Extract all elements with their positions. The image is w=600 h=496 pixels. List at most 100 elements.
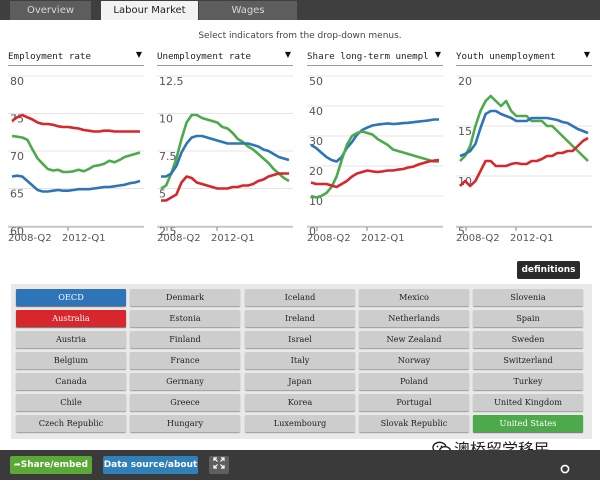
dropdown-arrow-icon[interactable]: ▼ (284, 50, 291, 59)
oecd-logo: OECD (560, 458, 600, 496)
y-tick-label: 65 (10, 188, 24, 201)
indicator-dropdown[interactable]: Share long-term unempl (307, 51, 429, 62)
country-button-czech-republic[interactable]: Czech Republic (16, 415, 126, 432)
country-button-germany[interactable]: Germany (130, 373, 240, 390)
tab-labour-market[interactable]: Labour Market (101, 1, 198, 20)
country-button-hungary[interactable]: Hungary (130, 415, 240, 432)
y-tick-label: 5 (159, 188, 166, 201)
dropdown-arrow-icon[interactable]: ▼ (434, 50, 441, 59)
data-source-button[interactable]: Data source/about (103, 456, 198, 474)
oecd-brand: OECD (561, 482, 596, 495)
country-button-poland[interactable]: Poland (359, 373, 469, 390)
series-line-australia (310, 158, 440, 189)
series-line-oecd (459, 109, 589, 158)
country-button-finland[interactable]: Finland (130, 331, 240, 348)
country-button-luxembourg[interactable]: Luxembourg (245, 415, 355, 432)
dropdown-arrow-icon[interactable]: ▼ (583, 50, 590, 59)
country-button-italy[interactable]: Italy (245, 352, 355, 369)
country-button-turkey[interactable]: Turkey (473, 373, 583, 390)
series-line-australia (459, 136, 589, 188)
country-button-japan[interactable]: Japan (245, 373, 355, 390)
expand-button[interactable] (209, 456, 229, 474)
indicator-dropdown[interactable]: Employment rate (8, 51, 91, 62)
series-line-united-states (459, 94, 589, 162)
x-tick-label: 2008-Q2 (8, 233, 52, 244)
country-button-australia[interactable]: Australia (16, 310, 126, 327)
country-button-greece[interactable]: Greece (130, 394, 240, 411)
x-tick-label: 2008-Q2 (456, 233, 500, 244)
y-tick-label: 15 (458, 125, 472, 138)
country-button-slovak-republic[interactable]: Slovak Republic (359, 415, 469, 432)
y-tick-label: 50 (309, 75, 323, 88)
country-button-chile[interactable]: Chile (16, 394, 126, 411)
title-divider (157, 65, 293, 66)
y-tick-label: 20 (309, 165, 323, 178)
x-tick-label: 2012-Q1 (211, 233, 255, 244)
series-line-oecd (310, 118, 439, 163)
x-tick-label: 2008-Q2 (157, 233, 201, 244)
indicator-dropdown[interactable]: Unemployment rate (157, 51, 252, 62)
country-button-united-kingdom[interactable]: United Kingdom (473, 394, 583, 411)
country-button-israel[interactable]: Israel (245, 331, 355, 348)
series-line-united-states (11, 134, 141, 174)
series-line-australia (161, 172, 289, 202)
country-button-switzerland[interactable]: Switzerland (473, 352, 583, 369)
x-tick-label: 2008-Q2 (307, 233, 351, 244)
country-selector: OECD Denmark Iceland Mexico Slovenia Australi… (11, 284, 592, 439)
country-button-france[interactable]: France (130, 352, 240, 369)
country-button-canada[interactable]: Canada (16, 373, 126, 390)
country-button-united-states[interactable]: United States (473, 415, 583, 432)
chart-panel-2: Unemployment rate ▼ 12.5 10 7.5 5 2.5 2008-Q2 20… (157, 48, 297, 256)
y-tick-label: 40 (309, 105, 323, 118)
series-line-australia (11, 113, 140, 133)
chart-panel-1: Employment rate ▼ 80 75 70 65 60 2008-Q2 2012-Q1 (8, 48, 148, 256)
country-button-mexico[interactable]: Mexico (359, 289, 469, 306)
country-button-slovenia[interactable]: Slovenia (473, 289, 583, 306)
share-embed-button[interactable]: ➦Share/embed (10, 456, 92, 474)
title-divider (307, 65, 443, 66)
expand-icon (213, 457, 225, 469)
tab-wages[interactable]: Wages (199, 1, 297, 20)
y-tick-label: 2.5 (159, 225, 177, 238)
share-icon: ➦ (14, 460, 21, 469)
indicator-dropdown[interactable]: Youth unemployment (456, 51, 556, 62)
country-button-estonia[interactable]: Estonia (130, 310, 240, 327)
tab-bar: Overview Labour Market Wages (0, 0, 600, 20)
oecd-ring-icon (560, 464, 570, 474)
x-tick-label: 2012-Q1 (510, 233, 554, 244)
chart-panel-4: Youth unemployment ▼ 20 15 10 5 2008-Q2 2012-Q1 (456, 48, 596, 256)
country-button-oecd[interactable]: OECD (16, 289, 126, 306)
series-line-united-states (160, 113, 290, 190)
series-line-oecd (11, 174, 141, 193)
country-button-sweden[interactable]: Sweden (473, 331, 583, 348)
country-button-iceland[interactable]: Iceland (245, 289, 355, 306)
x-tick-label: 2012-Q1 (361, 233, 405, 244)
y-tick-label: 70 (10, 150, 24, 163)
dropdown-arrow-icon[interactable]: ▼ (135, 50, 142, 59)
y-tick-label: 10 (309, 195, 323, 208)
title-divider (456, 65, 592, 66)
country-button-new-zealand[interactable]: New Zealand (359, 331, 469, 348)
y-tick-label: 5 (458, 225, 465, 238)
bottom-bar: ➦Share/embed Data source/about OECD (0, 450, 600, 495)
country-button-belgium[interactable]: Belgium (16, 352, 126, 369)
country-button-ireland[interactable]: Ireland (245, 310, 355, 327)
instructions-text: Select indicators from the drop-down men… (198, 31, 402, 41)
country-button-spain[interactable]: Spain (473, 310, 583, 327)
title-divider (8, 65, 144, 66)
country-button-korea[interactable]: Korea (245, 394, 355, 411)
country-button-denmark[interactable]: Denmark (130, 289, 240, 306)
country-button-austria[interactable]: Austria (16, 331, 126, 348)
country-button-norway[interactable]: Norway (359, 352, 469, 369)
tab-overview[interactable]: Overview (10, 1, 91, 20)
series-line-oecd (161, 134, 290, 178)
y-tick-label: 12.5 (159, 75, 184, 88)
y-tick-label: 80 (10, 75, 24, 88)
country-button-portugal[interactable]: Portugal (359, 394, 469, 411)
definitions-button[interactable]: definitions (517, 261, 580, 279)
country-button-netherlands[interactable]: Netherlands (359, 310, 469, 327)
